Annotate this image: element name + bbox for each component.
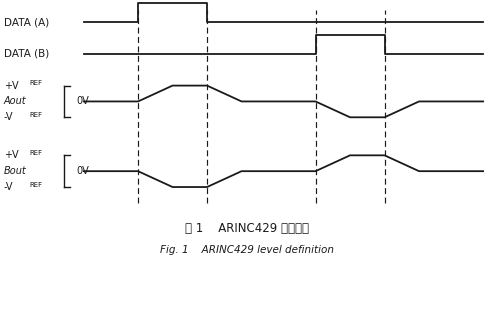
- Text: 0V: 0V: [76, 166, 89, 176]
- Text: 0V: 0V: [76, 96, 89, 107]
- Text: Bout: Bout: [4, 166, 27, 176]
- Text: DATA (B): DATA (B): [4, 49, 49, 59]
- Text: REF: REF: [30, 182, 43, 188]
- Text: 图 1    ARINC429 电平定义: 图 1 ARINC429 电平定义: [184, 222, 309, 235]
- Text: DATA (A): DATA (A): [4, 17, 49, 27]
- Text: REF: REF: [30, 81, 43, 86]
- Text: +V: +V: [4, 150, 19, 160]
- Text: -V: -V: [4, 182, 13, 192]
- Text: Aout: Aout: [4, 96, 27, 107]
- Text: +V: +V: [4, 81, 19, 91]
- Text: REF: REF: [30, 150, 43, 156]
- Text: -V: -V: [4, 112, 13, 122]
- Text: REF: REF: [30, 112, 43, 118]
- Text: Fig. 1    ARINC429 level definition: Fig. 1 ARINC429 level definition: [160, 245, 333, 256]
